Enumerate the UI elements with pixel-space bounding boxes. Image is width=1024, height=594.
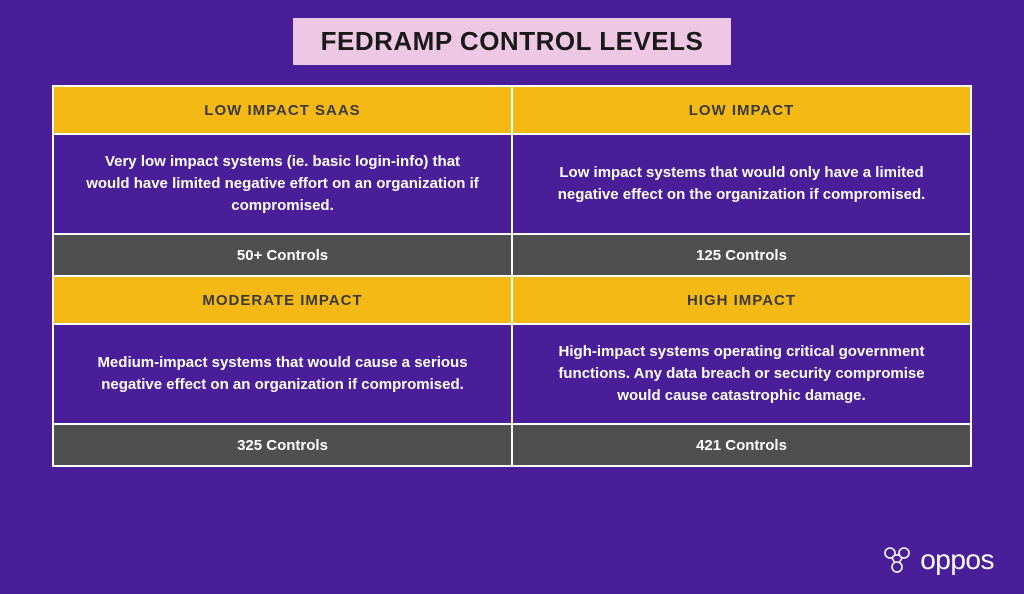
grid-row-controls-bottom: 325 Controls 421 Controls xyxy=(53,424,971,466)
level-header: LOW IMPACT xyxy=(512,86,971,134)
grid-row-desc-bottom: Medium-impact systems that would cause a… xyxy=(53,324,971,424)
level-controls: 125 Controls xyxy=(512,234,971,276)
grid-row-header-bottom: MODERATE IMPACT HIGH IMPACT xyxy=(53,276,971,324)
level-header: LOW IMPACT SAAS xyxy=(53,86,512,134)
level-header: HIGH IMPACT xyxy=(512,276,971,324)
brand-name: oppos xyxy=(920,544,994,576)
level-controls: 325 Controls xyxy=(53,424,512,466)
level-controls: 50+ Controls xyxy=(53,234,512,276)
grid-row-desc-top: Very low impact systems (ie. basic login… xyxy=(53,134,971,234)
level-description: Medium-impact systems that would cause a… xyxy=(53,324,512,424)
level-description: High-impact systems operating critical g… xyxy=(512,324,971,424)
level-description: Low impact systems that would only have … xyxy=(512,134,971,234)
page-title: FEDRAMP CONTROL LEVELS xyxy=(293,18,732,65)
level-header: MODERATE IMPACT xyxy=(53,276,512,324)
molecule-icon xyxy=(882,545,912,575)
brand-logo: oppos xyxy=(882,544,994,576)
grid-row-header-top: LOW IMPACT SAAS LOW IMPACT xyxy=(53,86,971,134)
level-description: Very low impact systems (ie. basic login… xyxy=(53,134,512,234)
control-levels-grid: LOW IMPACT SAAS LOW IMPACT Very low impa… xyxy=(52,85,972,467)
grid-row-controls-top: 50+ Controls 125 Controls xyxy=(53,234,971,276)
level-controls: 421 Controls xyxy=(512,424,971,466)
